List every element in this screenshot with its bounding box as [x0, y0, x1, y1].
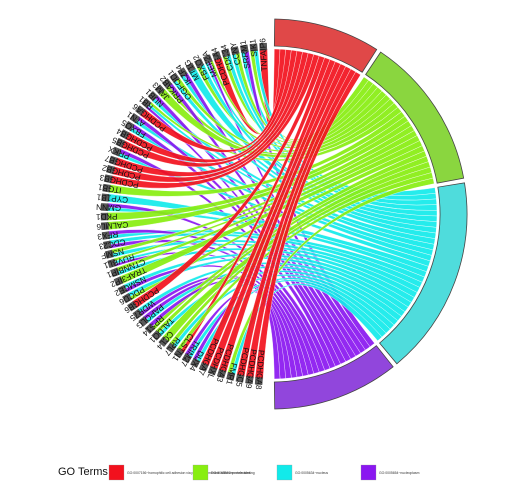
gene-label-tnfaip6: TNFAIP6	[258, 38, 269, 72]
gene-square-ikzf4	[177, 67, 188, 78]
gene-square-ccl4	[158, 336, 169, 347]
gene-square-itgb1	[102, 183, 111, 193]
gene-square-cdc34	[221, 48, 231, 58]
gene-square-nsmf	[104, 249, 114, 259]
legend: GO Terms GO:0007156~homophilic cell adhe…	[58, 464, 420, 481]
gene-square-cyp1b1	[101, 193, 110, 202]
gene-square-fbxo2	[194, 58, 205, 69]
legend-title: GO Terms	[58, 466, 108, 478]
gene-square-fmr1	[226, 371, 236, 381]
gene-square-pcdhgb4	[119, 129, 130, 140]
gene-square-jam3	[154, 84, 166, 95]
gene-square-pcdhga6	[135, 105, 146, 116]
legend-swatch-t4	[360, 464, 377, 481]
gene-square-pcdhgb6	[127, 301, 138, 312]
ribbon-pcdhgb6-t1	[131, 55, 325, 309]
gene-square-srrm1	[240, 44, 249, 54]
gene-square-papolg	[138, 316, 149, 327]
term-arc-layer	[273, 18, 468, 410]
gene-square-atn1	[129, 112, 140, 124]
gene-label-cyp1b1: CYP1B1	[96, 192, 129, 204]
gene-square-sik1	[249, 43, 258, 52]
gene-square-prkab2	[161, 78, 173, 89]
gene-label-sik1: SIK1	[248, 38, 259, 57]
gene-square-tnfaip6	[259, 42, 268, 51]
gene-label-rfx3: RFX3	[96, 229, 118, 241]
gene-square-pcdhgb2	[105, 164, 116, 175]
gene-square-pcdhga9	[245, 375, 254, 385]
ribbon-clstn1-t1	[179, 57, 331, 354]
gene-square-rpl7	[165, 342, 177, 353]
gene-label-calml6: CALML6	[96, 220, 129, 231]
gene-square-mt1g	[185, 62, 196, 73]
gene-square-trim27	[181, 353, 192, 364]
ribbon-fmr1-t3	[231, 283, 383, 376]
ribbon-pdcd6-t2	[129, 145, 425, 301]
gene-square-nsmce2	[117, 284, 128, 295]
gene-square-fbxo5	[124, 120, 135, 132]
ribbon-layer	[106, 48, 438, 380]
gene-label-gmnn: GMNN	[96, 202, 121, 212]
gene-square-pdcd6	[122, 293, 133, 304]
gene-square-taldo1	[151, 330, 162, 341]
ribbon-pcdhga8-t1	[254, 71, 361, 379]
gene-square-gmnn	[100, 203, 109, 211]
ribbon-gmnn-t3	[106, 206, 427, 278]
gene-square-pcdhga8	[254, 377, 263, 385]
legend-label-t1: GO:0007156~homophilic cell adhesion via …	[127, 471, 251, 475]
legend-label-t4: GO:0005654~nucleoplasm	[379, 471, 420, 475]
gene-square-pcdhgb7	[108, 155, 118, 166]
gene-square-pcdhxl	[207, 365, 218, 376]
gene-square-ctnnbip1	[110, 267, 120, 278]
gene-square-pcdhga4	[211, 51, 222, 61]
gene-square-mef2a	[202, 54, 213, 65]
term-arc-t4	[273, 345, 394, 410]
gene-square-pcdhgc5	[235, 374, 245, 383]
legend-label-t2: GO:0005515~protein binding	[211, 471, 255, 475]
term-arc-t3	[379, 182, 468, 365]
gene-square-layer	[100, 42, 268, 385]
gene-square-dux4	[190, 357, 201, 368]
legend-label-t3: GO:0005634~nucleus	[295, 471, 328, 475]
gene-square-pcdhgb5	[115, 137, 126, 148]
gene-square-traf3ip2	[113, 276, 124, 287]
gene-label-itgb1: ITGB1	[97, 182, 122, 195]
gene-square-prkx	[111, 146, 122, 157]
legend-swatch-t1	[108, 464, 125, 481]
gene-square-rfx3	[101, 231, 111, 240]
gene-square-wdr75	[132, 308, 143, 320]
legend-items: GO:0007156~homophilic cell adhesion via …	[108, 464, 420, 481]
gene-square-pcdhgb3	[103, 174, 113, 184]
gene-square-rps14	[144, 323, 156, 334]
gene-square-pcdhga7	[198, 362, 209, 372]
gene-square-ruvbl1	[107, 258, 117, 269]
gene-square-rb1	[141, 97, 152, 109]
legend-swatch-t2	[192, 464, 209, 481]
gene-square-cdc23	[103, 240, 112, 250]
ribbon-fbxo5-t3	[129, 127, 432, 262]
gene-square-pkd1	[100, 212, 109, 221]
gene-square-pcdhga3	[216, 369, 227, 379]
gene-square-ogfod1	[169, 72, 180, 83]
gene-label-pkd1: PKD1	[96, 212, 118, 221]
ribbon-pcdhgb3-t1	[109, 54, 320, 189]
gene-square-nub1	[147, 90, 159, 102]
term-arc-t1	[273, 18, 378, 73]
gene-square-clstn1	[173, 348, 184, 359]
gene-square-calml6	[100, 222, 109, 231]
gene-square-ccny	[230, 46, 240, 56]
gene-label-pcdhga8: PCDHGA8	[254, 350, 266, 391]
legend-swatch-t3	[276, 464, 293, 481]
term-arc-t2	[365, 51, 465, 184]
